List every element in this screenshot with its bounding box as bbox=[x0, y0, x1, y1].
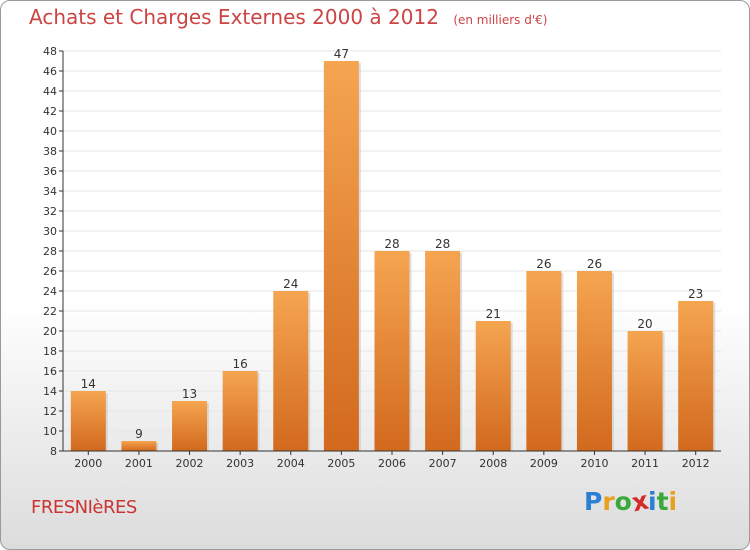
chart-subtitle: (en milliers d'€) bbox=[453, 13, 548, 27]
axes bbox=[59, 50, 721, 455]
bar-2001 bbox=[121, 441, 157, 451]
bar-series bbox=[70, 61, 716, 451]
bar-2006 bbox=[374, 251, 410, 451]
y-tick-label: 30 bbox=[43, 225, 57, 238]
bar-2011 bbox=[627, 331, 663, 451]
y-tick-label: 38 bbox=[43, 145, 57, 158]
x-tick-label: 2003 bbox=[226, 457, 254, 470]
x-tick-label: 2006 bbox=[378, 457, 406, 470]
y-tick-label: 12 bbox=[43, 405, 57, 418]
y-tick-label: 8 bbox=[50, 445, 57, 458]
data-label: 24 bbox=[283, 277, 298, 291]
x-tick-label: 2002 bbox=[176, 457, 204, 470]
x-tick-label: 2007 bbox=[429, 457, 457, 470]
brand-letter: r bbox=[602, 487, 615, 516]
x-tick-label: 2001 bbox=[125, 457, 153, 470]
y-tick-label: 34 bbox=[43, 185, 57, 198]
bar-2003 bbox=[222, 371, 258, 451]
bar-2002 bbox=[172, 401, 208, 451]
brand-letter: i bbox=[668, 487, 678, 516]
x-tick-label: 2012 bbox=[682, 457, 710, 470]
bar-2005 bbox=[323, 61, 359, 451]
brand-letter: t bbox=[656, 487, 669, 516]
y-tick-label: 18 bbox=[43, 345, 57, 358]
data-label: 14 bbox=[81, 377, 96, 391]
y-tick-label: 22 bbox=[43, 305, 57, 318]
data-label: 26 bbox=[587, 257, 602, 271]
y-tick-label: 42 bbox=[43, 105, 57, 118]
data-label: 16 bbox=[233, 357, 248, 371]
data-label: 23 bbox=[688, 287, 703, 301]
bar-2009 bbox=[526, 271, 562, 451]
labels: 8 10 12 14 16 18 20 22 24 26 28 30 32 34 36 38 40 42 44 46 4… bbox=[43, 45, 710, 470]
bar-2004 bbox=[273, 291, 309, 451]
data-label: 26 bbox=[536, 257, 551, 271]
brand-letter: o bbox=[614, 487, 632, 516]
chart-title-text: Achats et Charges Externes 2000 à 2012 bbox=[29, 5, 439, 29]
brand-letter: i bbox=[648, 487, 657, 516]
y-tick-label: 46 bbox=[43, 65, 57, 78]
data-label: 28 bbox=[384, 237, 399, 251]
location-name: FRESNIèRES bbox=[31, 497, 137, 518]
bar-2012 bbox=[678, 301, 714, 451]
data-label: 9 bbox=[135, 427, 143, 441]
x-tick-label: 2005 bbox=[327, 457, 355, 470]
data-label: 21 bbox=[486, 307, 501, 321]
y-tick-label: 14 bbox=[43, 385, 57, 398]
bar-2010 bbox=[576, 271, 612, 451]
bar-2008 bbox=[475, 321, 511, 451]
y-tick-label: 48 bbox=[43, 45, 57, 58]
bar-2000 bbox=[70, 391, 106, 451]
data-label: 20 bbox=[637, 317, 652, 331]
y-tick-label: 16 bbox=[43, 365, 57, 378]
x-tick-label: 2008 bbox=[479, 457, 507, 470]
y-tick-label: 10 bbox=[43, 425, 57, 438]
x-tick-label: 2011 bbox=[631, 457, 659, 470]
x-tick-label: 2010 bbox=[580, 457, 608, 470]
x-tick-label: 2009 bbox=[530, 457, 558, 470]
y-tick-label: 20 bbox=[43, 325, 57, 338]
y-tick-label: 26 bbox=[43, 265, 57, 278]
y-tick-label: 28 bbox=[43, 245, 57, 258]
y-tick-label: 40 bbox=[43, 125, 57, 138]
brand-letter: P bbox=[584, 487, 603, 516]
x-tick-label: 2000 bbox=[74, 457, 102, 470]
y-tick-label: 36 bbox=[43, 165, 57, 178]
data-label: 28 bbox=[435, 237, 450, 251]
y-tick-label: 44 bbox=[43, 85, 57, 98]
data-label: 47 bbox=[334, 47, 349, 61]
y-tick-label: 32 bbox=[43, 205, 57, 218]
y-tick-label: 24 bbox=[43, 285, 57, 298]
proxiti-logo: Proxiti bbox=[584, 486, 678, 518]
data-label: 13 bbox=[182, 387, 197, 401]
bar-2007 bbox=[425, 251, 461, 451]
x-tick-label: 2004 bbox=[277, 457, 305, 470]
chart-title: Achats et Charges Externes 2000 à 2012 (… bbox=[29, 5, 547, 29]
